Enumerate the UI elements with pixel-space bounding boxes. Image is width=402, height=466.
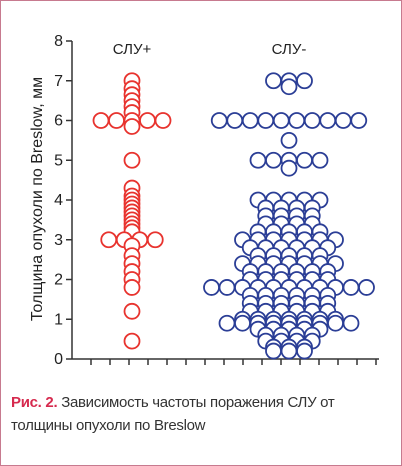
data-point-slu-negative — [358, 279, 375, 296]
scatter-chart: Толщина опухоли по Breslow, мм 0 1 2 3 4 5 6 7 8… — [29, 33, 379, 368]
data-point-slu-negative — [218, 314, 236, 332]
data-point-slu-negative — [265, 342, 282, 360]
data-point-slu-negative — [218, 279, 236, 296]
y-tick-label: 6 — [54, 113, 63, 130]
y-tick-label: 2 — [54, 272, 63, 289]
series-slu-negative — [203, 72, 375, 360]
y-tick-label: 0 — [54, 351, 63, 368]
data-point-slu-negative — [311, 151, 329, 169]
data-point-slu-negative — [226, 112, 244, 129]
data-point-slu-positive — [92, 112, 110, 129]
data-point-slu-negative — [280, 342, 298, 360]
y-axis-label: Толщина опухоли по Breslow, мм — [29, 77, 46, 321]
figure-caption: Рис. 2. Зависимость частоты пораже­ния С… — [11, 391, 393, 437]
data-point-slu-positive — [123, 279, 141, 296]
y-tick-label: 8 — [54, 33, 63, 50]
series-label-slu-positive: СЛУ+ — [113, 41, 152, 58]
data-point-slu-positive — [123, 332, 141, 350]
data-point-slu-positive — [123, 302, 141, 320]
y-tick-label: 3 — [54, 232, 63, 249]
y-axis-ticks: 0 1 2 3 4 5 6 7 8 — [54, 33, 72, 368]
data-point-slu-negative — [265, 151, 282, 169]
data-point-slu-negative — [257, 112, 275, 129]
data-point-slu-negative — [342, 279, 360, 296]
data-point-slu-negative — [280, 78, 298, 96]
data-point-slu-negative — [327, 314, 344, 332]
data-point-slu-negative — [203, 279, 220, 296]
data-point-slu-negative — [296, 72, 313, 90]
data-point-slu-negative — [350, 112, 368, 129]
data-point-slu-negative — [342, 314, 360, 332]
data-point-slu-negative — [303, 112, 321, 129]
data-point-slu-positive — [139, 112, 156, 129]
data-point-slu-positive — [100, 231, 118, 249]
data-point-slu-negative — [272, 112, 290, 129]
data-point-slu-negative — [241, 112, 259, 129]
data-point-slu-negative — [210, 112, 228, 129]
caption-label: Рис. 2. — [11, 394, 58, 411]
data-point-slu-positive — [146, 231, 164, 249]
caption-text: Зависимость частоты пораже­ния СЛУ от то… — [11, 394, 335, 434]
x-axis-ticks — [90, 359, 377, 365]
data-point-slu-positive — [154, 112, 172, 129]
series-slu-positive — [92, 72, 172, 350]
data-point-slu-negative — [280, 131, 298, 149]
data-point-slu-negative — [296, 342, 313, 360]
data-point-slu-negative — [280, 159, 298, 177]
y-tick-label: 5 — [54, 152, 63, 169]
series-label-slu-negative: СЛУ- — [272, 41, 307, 58]
data-point-slu-negative — [265, 72, 282, 90]
data-point-slu-positive — [123, 151, 141, 169]
data-point-slu-positive — [108, 112, 125, 129]
data-point-slu-negative — [319, 112, 337, 129]
data-point-slu-negative — [234, 314, 251, 332]
y-tick-label: 4 — [54, 192, 63, 209]
data-point-slu-negative — [296, 151, 313, 169]
data-point-slu-negative — [334, 112, 352, 129]
data-point-slu-negative — [288, 112, 306, 129]
y-tick-label: 7 — [54, 73, 63, 90]
data-point-slu-negative — [249, 151, 267, 169]
y-tick-label: 1 — [54, 311, 63, 328]
data-point-slu-positive — [123, 118, 141, 135]
